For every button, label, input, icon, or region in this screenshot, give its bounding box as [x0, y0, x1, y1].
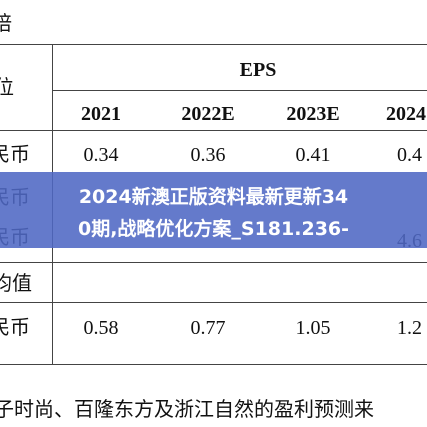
group-header: EPS — [239, 59, 277, 81]
rule — [0, 302, 427, 303]
rule — [0, 44, 427, 45]
title: 培 — [0, 13, 12, 35]
cell: 1.2 — [397, 317, 422, 339]
cell: 0.36 — [190, 144, 226, 166]
section-label: 均值 — [0, 273, 32, 295]
cell: 0.41 — [295, 144, 331, 166]
column-header: 2022E — [181, 103, 235, 125]
banner-text: 2024新澳正版资料最新更新34 — [78, 186, 349, 208]
rule — [53, 90, 427, 91]
row-label: 民币 — [0, 144, 30, 166]
cell: 0.77 — [190, 317, 226, 339]
column-header: 2023E — [286, 103, 340, 125]
cell: 1.05 — [295, 317, 331, 339]
unit-label: 位 — [0, 77, 14, 99]
rule — [0, 262, 427, 263]
cell: 0.58 — [83, 317, 119, 339]
column-header: 2021 — [81, 103, 121, 125]
cell: 0.4 — [397, 144, 422, 166]
row-label: 民币 — [0, 317, 30, 339]
rule — [0, 364, 427, 365]
footnote: 子时尚、百隆东方及浙江自然的盈利预测来 — [0, 399, 374, 421]
cell: 0.34 — [83, 144, 119, 166]
column-header: 2024 — [386, 103, 426, 125]
rule — [0, 130, 427, 131]
banner-text: 0期,战略优化方案_S181.236- — [77, 218, 350, 240]
banner: 2024新澳正版资料最新更新34 0期,战略优化方案_S181.236- — [0, 172, 427, 248]
